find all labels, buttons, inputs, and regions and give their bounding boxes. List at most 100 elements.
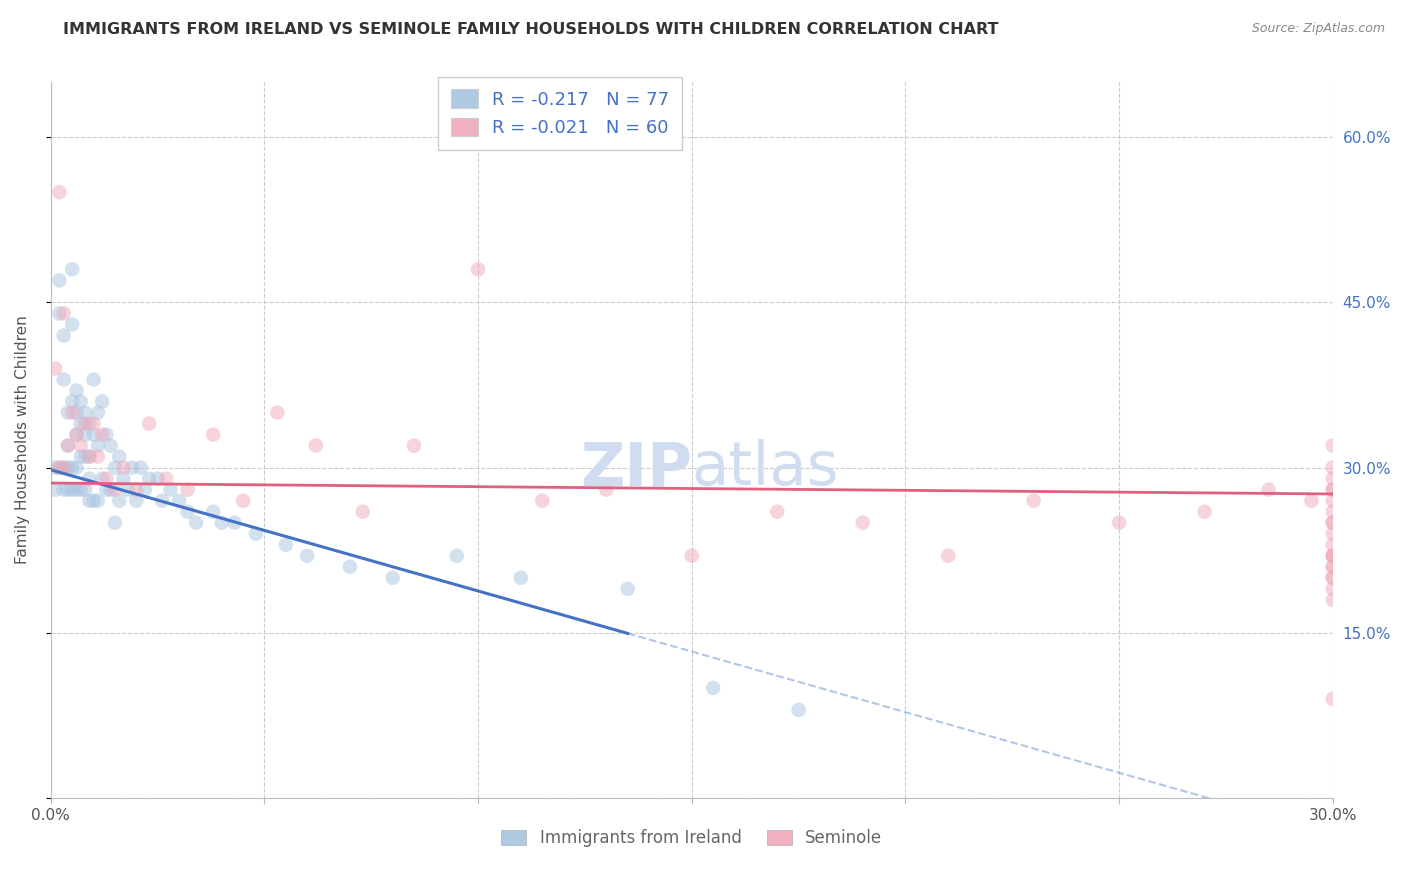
Point xyxy=(96,427,118,442)
Point xyxy=(104,460,127,475)
Point xyxy=(1322,692,1344,706)
Point xyxy=(65,427,87,442)
Text: IMMIGRANTS FROM IRELAND VS SEMINOLE FAMILY HOUSEHOLDS WITH CHILDREN CORRELATION : IMMIGRANTS FROM IRELAND VS SEMINOLE FAMI… xyxy=(63,22,998,37)
Point xyxy=(48,460,70,475)
Point xyxy=(108,493,131,508)
Point xyxy=(232,493,254,508)
Point xyxy=(1322,460,1344,475)
Point xyxy=(224,516,246,530)
Point xyxy=(936,549,959,563)
Point xyxy=(73,406,96,420)
Point xyxy=(467,262,489,277)
Point xyxy=(60,483,83,497)
Point xyxy=(56,406,79,420)
Point xyxy=(108,450,131,464)
Point xyxy=(1322,549,1344,563)
Point xyxy=(129,460,152,475)
Point xyxy=(100,439,122,453)
Point xyxy=(73,417,96,431)
Point xyxy=(146,472,169,486)
Point xyxy=(96,483,118,497)
Point xyxy=(681,549,703,563)
Point xyxy=(48,186,70,200)
Point xyxy=(245,526,267,541)
Point xyxy=(56,483,79,497)
Point xyxy=(69,450,91,464)
Point xyxy=(87,439,110,453)
Point xyxy=(766,505,789,519)
Point xyxy=(1322,483,1344,497)
Point xyxy=(531,493,554,508)
Point xyxy=(60,318,83,332)
Point xyxy=(52,460,75,475)
Point xyxy=(83,427,105,442)
Point xyxy=(155,472,177,486)
Point xyxy=(52,483,75,497)
Point xyxy=(1322,538,1344,552)
Point xyxy=(52,306,75,320)
Text: Source: ZipAtlas.com: Source: ZipAtlas.com xyxy=(1251,22,1385,36)
Point xyxy=(852,516,875,530)
Point xyxy=(176,505,198,519)
Point xyxy=(69,417,91,431)
Point xyxy=(509,571,531,585)
Point xyxy=(69,439,91,453)
Point xyxy=(1322,493,1344,508)
Point xyxy=(52,328,75,343)
Point xyxy=(1322,516,1344,530)
Point xyxy=(56,460,79,475)
Point xyxy=(1322,549,1344,563)
Point xyxy=(1322,582,1344,596)
Point xyxy=(87,450,110,464)
Point xyxy=(48,273,70,287)
Point xyxy=(79,417,101,431)
Point xyxy=(83,493,105,508)
Point xyxy=(266,406,288,420)
Point xyxy=(69,394,91,409)
Point xyxy=(1322,526,1344,541)
Point xyxy=(44,361,66,376)
Point xyxy=(305,439,328,453)
Point xyxy=(44,483,66,497)
Text: ZIP: ZIP xyxy=(579,439,692,499)
Point xyxy=(1322,559,1344,574)
Point xyxy=(100,483,122,497)
Point xyxy=(56,439,79,453)
Point xyxy=(48,460,70,475)
Point xyxy=(176,483,198,497)
Point xyxy=(60,262,83,277)
Point xyxy=(616,582,638,596)
Point xyxy=(184,516,207,530)
Point xyxy=(402,439,425,453)
Point xyxy=(1322,439,1344,453)
Point xyxy=(121,460,143,475)
Point xyxy=(595,483,617,497)
Point xyxy=(60,406,83,420)
Point xyxy=(91,472,114,486)
Point xyxy=(339,559,361,574)
Point xyxy=(83,372,105,386)
Point xyxy=(1322,505,1344,519)
Point xyxy=(1257,483,1279,497)
Point xyxy=(87,406,110,420)
Point xyxy=(211,516,233,530)
Point xyxy=(202,505,225,519)
Point xyxy=(381,571,404,585)
Point xyxy=(1322,483,1344,497)
Point xyxy=(87,493,110,508)
Point xyxy=(73,427,96,442)
Point xyxy=(60,394,83,409)
Point xyxy=(60,460,83,475)
Point xyxy=(202,427,225,442)
Point xyxy=(52,460,75,475)
Point xyxy=(65,406,87,420)
Point xyxy=(112,472,135,486)
Point xyxy=(1108,516,1130,530)
Point xyxy=(83,417,105,431)
Point xyxy=(1322,559,1344,574)
Point xyxy=(125,493,148,508)
Point xyxy=(65,384,87,398)
Point xyxy=(96,472,118,486)
Point xyxy=(65,427,87,442)
Point xyxy=(65,460,87,475)
